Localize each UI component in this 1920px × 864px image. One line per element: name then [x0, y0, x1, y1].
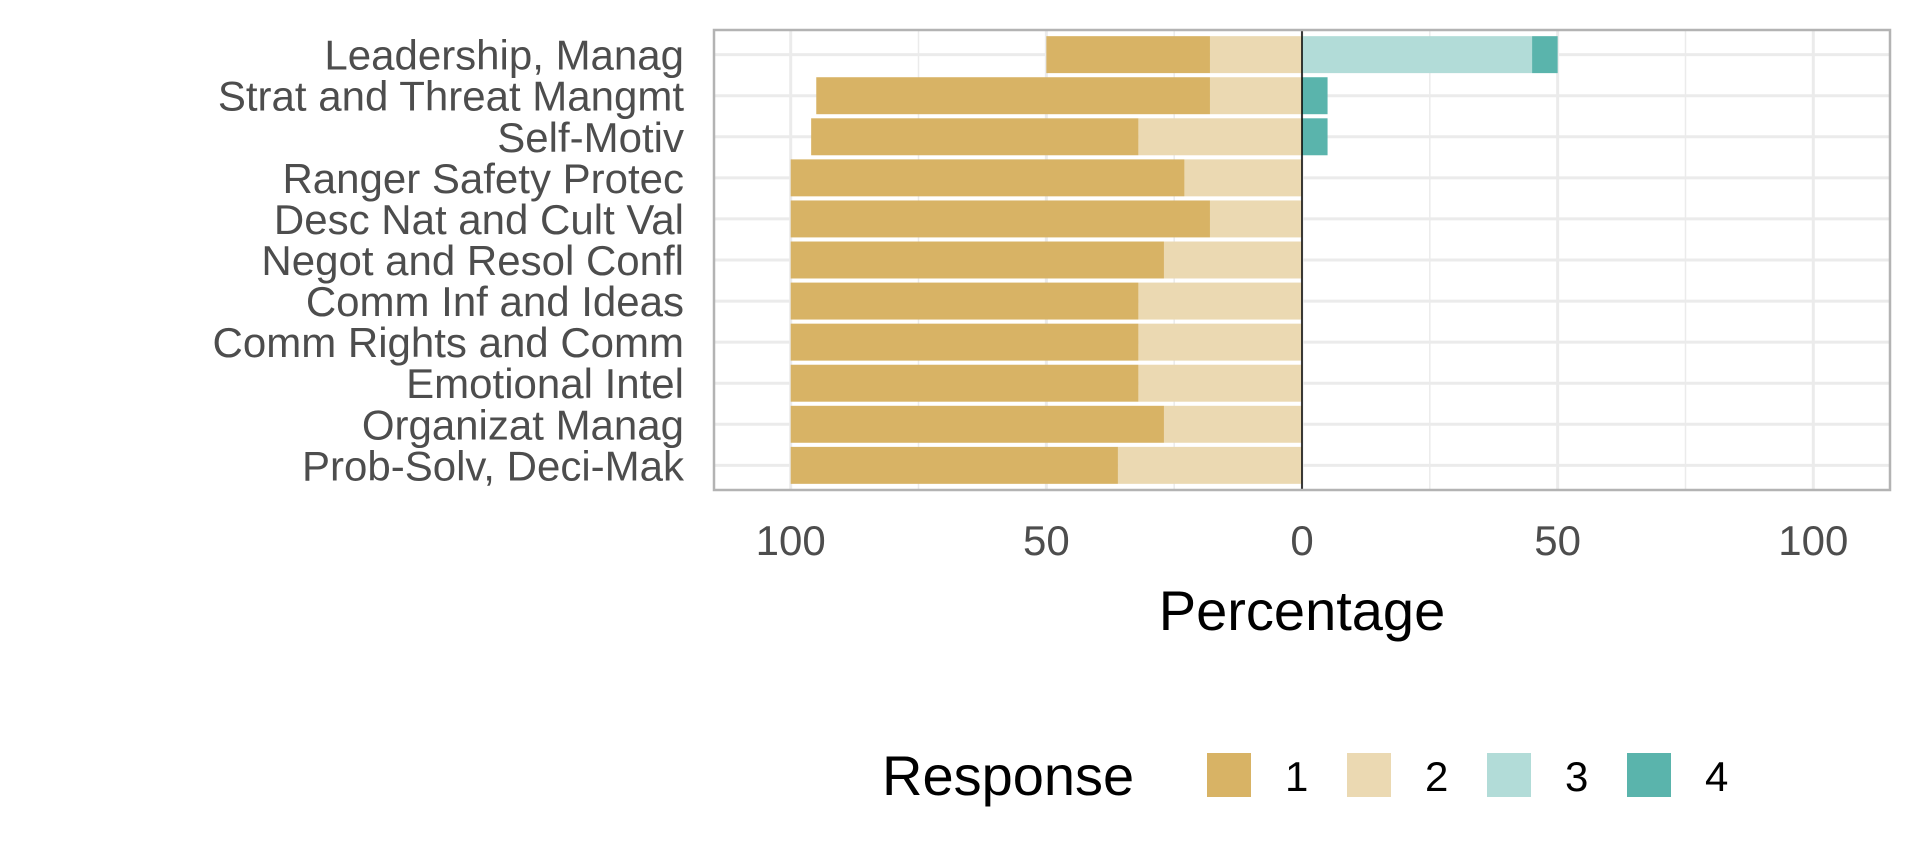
x-tick-label: 0 [1290, 517, 1313, 564]
bar-response-2 [1163, 405, 1302, 443]
bar-response-2 [1209, 36, 1302, 74]
x-axis-title: Percentage [1159, 579, 1445, 642]
bar-response-1 [790, 282, 1139, 320]
category-label: Prob-Solv, Deci-Mak [302, 442, 685, 489]
bar-response-1 [790, 200, 1210, 238]
bars [790, 36, 1558, 484]
bar-response-2 [1138, 364, 1302, 402]
x-tick-labels: 100 50 0 50 100 [756, 517, 1849, 564]
category-label: Comm Rights and Comm [213, 319, 684, 366]
category-label: Strat and Threat Mangmt [218, 73, 684, 120]
legend-swatch-1 [1207, 753, 1251, 797]
legend-title: Response [882, 744, 1134, 807]
category-label: Desc Nat and Cult Val [274, 196, 684, 243]
category-label: Emotional Intel [406, 360, 684, 407]
bar-response-4 [1532, 36, 1558, 74]
bar-response-2 [1138, 118, 1302, 156]
legend-swatch-4 [1627, 753, 1671, 797]
bar-response-1 [790, 446, 1118, 484]
bar-response-1 [1046, 36, 1210, 74]
bar-response-1 [816, 77, 1210, 115]
bar-response-2 [1138, 323, 1302, 361]
category-label: Comm Inf and Ideas [306, 278, 684, 325]
category-label: Leadership, Manag [324, 32, 684, 79]
bar-response-2 [1209, 77, 1302, 115]
bar-response-1 [790, 405, 1164, 443]
bar-response-2 [1184, 159, 1302, 197]
bar-response-1 [811, 118, 1139, 156]
bar-response-4 [1302, 77, 1328, 115]
legend-label-2: 2 [1425, 753, 1448, 800]
bar-response-2 [1209, 200, 1302, 238]
bar-response-1 [790, 323, 1139, 361]
legend-label-3: 3 [1565, 753, 1588, 800]
x-tick-label: 50 [1534, 517, 1581, 564]
panel-border [712, 28, 1892, 492]
bar-response-3 [1302, 36, 1533, 74]
legend-label-4: 4 [1705, 753, 1728, 800]
x-tick-label: 100 [1778, 517, 1848, 564]
bar-response-2 [1138, 282, 1302, 320]
legend-swatch-3 [1487, 753, 1531, 797]
bar-response-1 [790, 159, 1185, 197]
legend-label-1: 1 [1285, 753, 1308, 800]
category-label: Negot and Resol Confl [261, 237, 684, 284]
bar-response-1 [790, 364, 1139, 402]
bar-response-2 [1117, 446, 1302, 484]
bar-response-1 [790, 241, 1164, 279]
category-label: Self-Motiv [497, 114, 684, 161]
x-tick-label: 50 [1023, 517, 1070, 564]
bar-response-2 [1163, 241, 1302, 279]
legend-swatch-2 [1347, 753, 1391, 797]
bar-response-4 [1302, 118, 1328, 156]
category-label: Ranger Safety Protec [282, 155, 684, 202]
legend: Response 1 2 3 4 [882, 744, 1728, 807]
category-label: Organizat Manag [362, 401, 684, 448]
x-tick-label: 100 [756, 517, 826, 564]
